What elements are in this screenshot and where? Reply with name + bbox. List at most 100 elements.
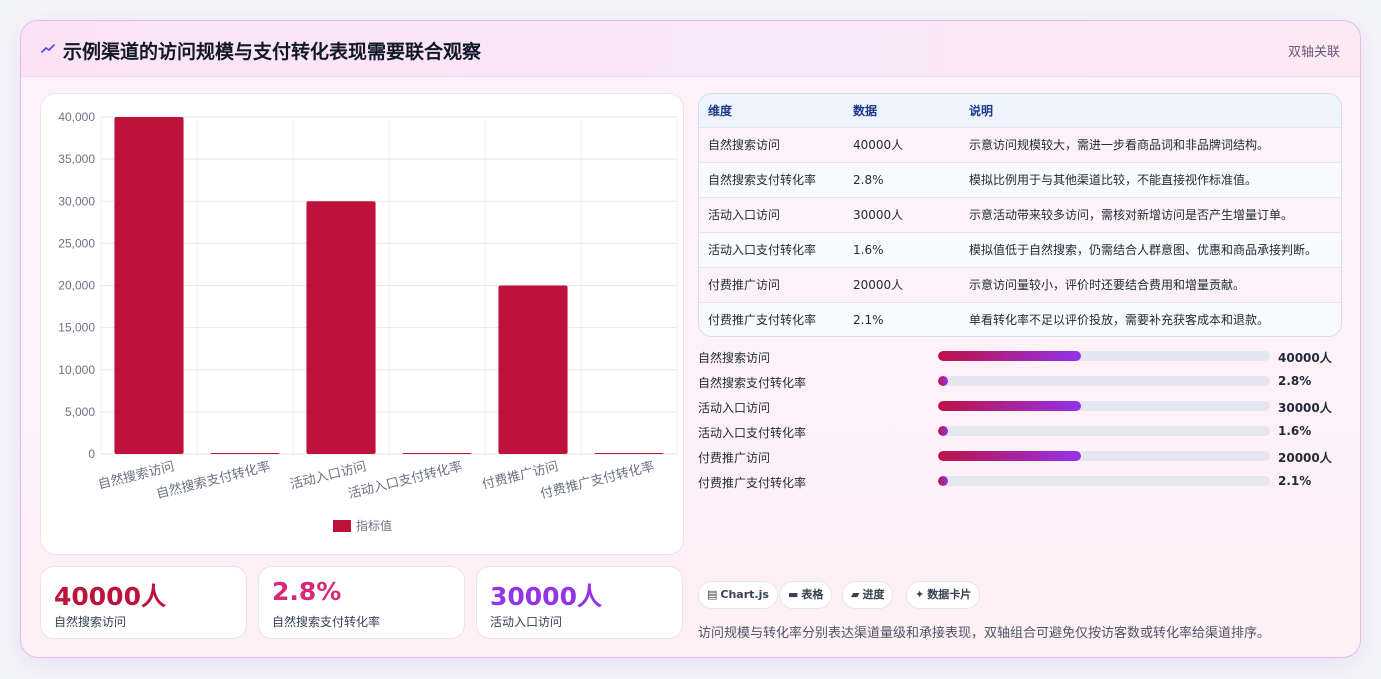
progress-value: 2.1% xyxy=(1278,474,1312,488)
progress-row: 付费推广访问 20000人 xyxy=(698,447,1342,472)
dashboard-card: 示例渠道的访问规模与支付转化表现需要联合观察 双轴关联 40,000 35,000… xyxy=(20,20,1361,658)
table-row: 自然搜索支付转化率 2.8% 模拟比例用于与其他渠道比较，不能直接视作标准值。 xyxy=(699,162,1341,197)
kpi-card-natural-visits: 40000人 自然搜索访问 xyxy=(40,566,247,639)
card-header: 示例渠道的访问规模与支付转化表现需要联合观察 双轴关联 xyxy=(21,21,1360,77)
bar xyxy=(306,201,376,454)
y-tick-label: 10,000 xyxy=(58,363,95,377)
progress-row: 活动入口访问 30000人 xyxy=(698,397,1342,422)
kpi-label: 活动入口访问 xyxy=(490,615,563,629)
progress-track xyxy=(938,376,1270,386)
progress-label: 付费推广访问 xyxy=(698,451,771,465)
table-cell: 2.1% xyxy=(853,312,884,327)
y-tick-label: 5,000 xyxy=(65,405,95,419)
column-header-description: 说明 xyxy=(969,103,994,118)
column-header-dimension: 维度 xyxy=(708,103,733,118)
progress-value: 40000人 xyxy=(1278,351,1332,365)
chip-table[interactable]: ▬ 表格 xyxy=(779,581,833,609)
progress-list: 自然搜索访问 40000人 自然搜索支付转化率 2.8% 活动入口访问 3000… xyxy=(698,347,1342,497)
bar xyxy=(498,285,568,454)
chip-data-cards[interactable]: ✦ 数据卡片 xyxy=(906,581,981,609)
kpi-value: 2.8% xyxy=(272,577,342,606)
table-cell: 付费推广访问 xyxy=(708,278,781,292)
progress-value: 2.8% xyxy=(1278,374,1312,388)
bar-chart: 40,000 35,000 30,000 25,000 20,000 15,000 10,0… xyxy=(58,110,678,533)
progress-fill xyxy=(938,376,948,386)
table-icon: ▬ xyxy=(788,588,799,601)
kpi-label: 自然搜索支付转化率 xyxy=(272,615,381,629)
kpi-value: 40000人 xyxy=(54,582,166,611)
trend-line-icon xyxy=(41,44,55,53)
progress-row: 自然搜索访问 40000人 xyxy=(698,347,1342,372)
progress-track xyxy=(938,351,1270,361)
progress-track xyxy=(938,426,1270,436)
chip-label: Chart.js xyxy=(720,588,769,601)
progress-value: 1.6% xyxy=(1278,424,1312,438)
legend-swatch xyxy=(333,520,351,532)
footnote: 访问规模与转化率分别表达渠道量级和承接表现，双轴组合可避免仅按访客数或转化率给渠… xyxy=(698,626,1271,641)
table-cell: 活动入口支付转化率 xyxy=(708,243,817,257)
progress-fill xyxy=(938,476,948,486)
table-cell: 20000人 xyxy=(853,278,904,292)
chip-label: 进度 xyxy=(862,588,885,601)
progress-row: 付费推广支付转化率 2.1% xyxy=(698,472,1342,497)
chip-progress[interactable]: ▰ 进度 xyxy=(842,581,894,609)
bar xyxy=(402,453,472,454)
table-row: 付费推广支付转化率 2.1% 单看转化率不足以评价投放，需要补充获客成本和退款。 xyxy=(699,302,1341,336)
progress-label: 活动入口访问 xyxy=(698,401,771,415)
table-cell: 1.6% xyxy=(853,242,884,257)
progress-fill xyxy=(938,351,1081,361)
table-cell: 示意访问量较小，评价时还要结合费用和增量贡献。 xyxy=(969,278,1246,292)
kpi-value: 30000人 xyxy=(490,582,602,611)
progress-value: 20000人 xyxy=(1278,451,1332,465)
progress-track xyxy=(938,451,1270,461)
table-cell: 付费推广支付转化率 xyxy=(708,313,817,328)
y-tick-label: 15,000 xyxy=(58,321,95,335)
chart-icon: ▤ xyxy=(707,588,718,601)
y-tick-label: 20,000 xyxy=(58,279,95,293)
table-cell: 2.8% xyxy=(853,172,884,187)
bar xyxy=(594,453,664,454)
y-tick-label: 25,000 xyxy=(58,236,95,250)
y-tick-label: 0 xyxy=(88,447,95,461)
table-row: 活动入口访问 30000人 示意活动带来较多访问，需核对新增访问是否产生增量订单… xyxy=(699,197,1341,232)
bar xyxy=(210,453,280,454)
table-cell: 自然搜索访问 xyxy=(708,138,781,152)
progress-row: 活动入口支付转化率 1.6% xyxy=(698,422,1342,447)
dual-axis-tag: 双轴关联 xyxy=(1287,45,1340,60)
table-cell: 单看转化率不足以评价投放，需要补充获客成本和退款。 xyxy=(969,313,1270,328)
data-table: 维度 数据 说明 自然搜索访问 40000人 示意访问规模较大，需进一步看商品词… xyxy=(698,93,1342,337)
progress-fill xyxy=(938,426,948,436)
table-cell: 模拟比例用于与其他渠道比较，不能直接视作标准值。 xyxy=(969,173,1258,187)
kpi-label: 自然搜索访问 xyxy=(54,615,127,629)
progress-label: 活动入口支付转化率 xyxy=(698,426,807,440)
table-row: 付费推广访问 20000人 示意访问量较小，评价时还要结合费用和增量贡献。 xyxy=(699,267,1341,302)
table-cell: 示意访问规模较大，需进一步看商品词和非品牌词结构。 xyxy=(969,138,1270,152)
chip-chartjs[interactable]: ▤ Chart.js xyxy=(698,581,778,609)
chip-label: 表格 xyxy=(801,588,824,601)
sparkle-icon: ✦ xyxy=(915,588,925,601)
progress-icon: ▰ xyxy=(851,588,860,601)
progress-fill xyxy=(938,401,1081,411)
y-tick-label: 30,000 xyxy=(58,194,95,208)
table-row: 活动入口支付转化率 1.6% 模拟值低于自然搜索，仍需结合人群意图、优惠和商品承… xyxy=(699,232,1341,267)
chip-label: 数据卡片 xyxy=(927,588,972,601)
table-cell: 自然搜索支付转化率 xyxy=(708,173,817,187)
table-row: 自然搜索访问 40000人 示意访问规模较大，需进一步看商品词和非品牌词结构。 xyxy=(699,127,1341,162)
progress-fill xyxy=(938,451,1081,461)
bar xyxy=(114,117,184,454)
legend-label: 指标值 xyxy=(356,518,392,533)
table-header-row: 维度 数据 说明 xyxy=(699,94,1341,127)
page-title: 示例渠道的访问规模与支付转化表现需要联合观察 xyxy=(63,41,482,63)
progress-value: 30000人 xyxy=(1278,401,1332,415)
y-tick-label: 40,000 xyxy=(58,110,95,124)
y-tick-label: 35,000 xyxy=(58,152,95,166)
kpi-card-natural-conversion: 2.8% 自然搜索支付转化率 xyxy=(258,566,465,639)
table-cell: 活动入口访问 xyxy=(708,208,781,222)
progress-label: 付费推广支付转化率 xyxy=(698,476,807,490)
kpi-card-campaign-visits: 30000人 活动入口访问 xyxy=(476,566,683,639)
progress-track xyxy=(938,476,1270,486)
table-cell: 40000人 xyxy=(853,138,904,152)
progress-row: 自然搜索支付转化率 2.8% xyxy=(698,372,1342,397)
progress-label: 自然搜索访问 xyxy=(698,351,771,365)
progress-track xyxy=(938,401,1270,411)
